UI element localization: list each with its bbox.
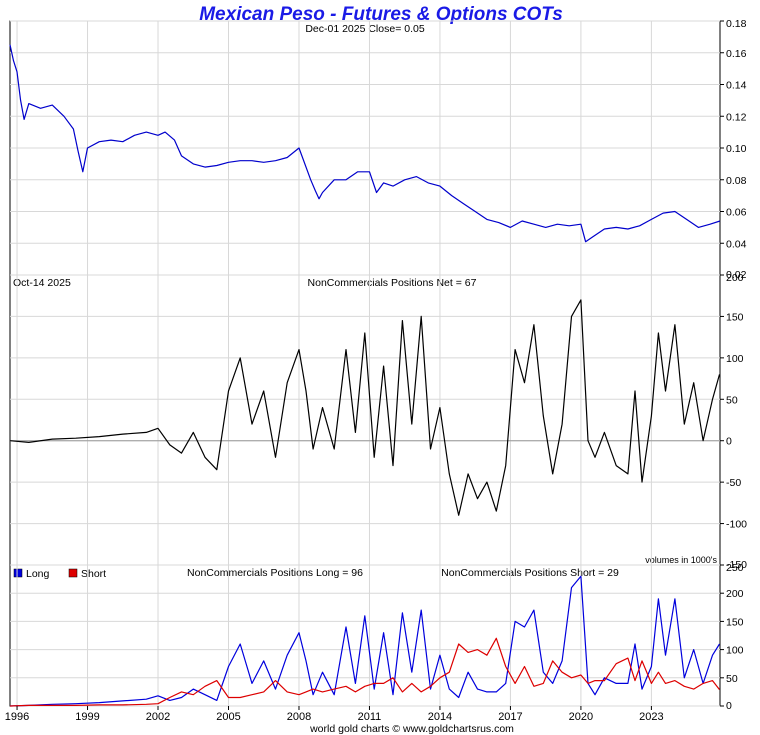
y-tick-label: 0.12 <box>726 111 747 123</box>
footer-credit: world gold charts © www.goldchartsrus.co… <box>309 723 514 735</box>
y-tick-label: 250 <box>726 562 744 574</box>
legend-long-swatch <box>13 568 23 578</box>
y-tick-label: 0.02 <box>726 269 747 281</box>
legend-short-label: Short <box>81 568 106 580</box>
y-tick-label: 150 <box>726 616 744 628</box>
long-short-panel-frame <box>9 564 721 707</box>
x-tick-label: 2002 <box>146 711 170 723</box>
long-positions-line <box>9 575 721 707</box>
x-tick-label: 2014 <box>428 711 452 723</box>
x-tick-label: 2005 <box>216 711 240 723</box>
y-tick-label: 0.06 <box>726 207 747 219</box>
chart-title: Mexican Peso - Futures & Options COTs <box>199 4 563 25</box>
y-tick-label: 100 <box>726 353 744 365</box>
x-tick-label: 2011 <box>358 711 382 723</box>
net-panel-date: Oct-14 2025 <box>13 277 71 289</box>
price-panel: Dec-01 2025 Close= 0.05 0.02 0.04 0.06 0.08… <box>9 18 747 281</box>
y-tick-label: 0 <box>726 700 732 712</box>
y-tick-label: 200 <box>726 272 744 284</box>
y-tick-label: 0.18 <box>726 18 747 30</box>
y-tick-label: 0 <box>726 436 732 448</box>
volumes-note: volumes in 1000's <box>645 555 717 565</box>
y-tick-label: 0.04 <box>726 238 747 250</box>
y-tick-label: -50 <box>726 477 741 489</box>
y-tick-label: -100 <box>726 519 747 531</box>
x-axis: 1996 1999 2002 2005 2008 2011 2014 2017 2020 2023 <box>5 706 664 723</box>
legend-long-label: Long <box>26 568 50 580</box>
y-tick-label: 0.10 <box>726 143 747 155</box>
y-tick-label: 50 <box>726 673 738 685</box>
y-tick-label: 0.16 <box>726 48 747 60</box>
long-short-panel: Long Short NonCommercials Positions Long… <box>9 562 744 712</box>
y-tick-label: -150 <box>726 559 747 571</box>
x-tick-label: 1996 <box>5 711 29 723</box>
y-tick-label: 0.14 <box>726 80 747 92</box>
legend-short-swatch <box>68 568 78 578</box>
long-subtitle: NonCommercials Positions Long = 96 <box>187 567 363 579</box>
net-panel-subtitle: NonCommercials Positions Net = 67 <box>308 277 477 289</box>
y-tick-label: 200 <box>726 588 744 600</box>
short-positions-line <box>9 637 720 707</box>
price-line <box>9 44 721 243</box>
net-positions-panel: Oct-14 2025 NonCommercials Positions Net… <box>9 272 747 571</box>
x-tick-label: 2017 <box>498 711 522 723</box>
x-tick-label: 1999 <box>75 711 99 723</box>
short-subtitle: NonCommercials Positions Short = 29 <box>441 567 619 579</box>
y-tick-label: 100 <box>726 645 744 657</box>
price-panel-subtitle: Dec-01 2025 Close= 0.05 <box>305 23 425 35</box>
y-tick-label: 50 <box>726 394 738 406</box>
y-tick-label: 0.08 <box>726 175 747 187</box>
x-tick-label: 2020 <box>569 711 593 723</box>
x-tick-label: 2023 <box>639 711 663 723</box>
y-tick-label: 150 <box>726 311 744 323</box>
x-tick-label: 2008 <box>287 711 311 723</box>
net-panel-frame <box>9 274 721 566</box>
net-positions-line <box>9 299 721 516</box>
